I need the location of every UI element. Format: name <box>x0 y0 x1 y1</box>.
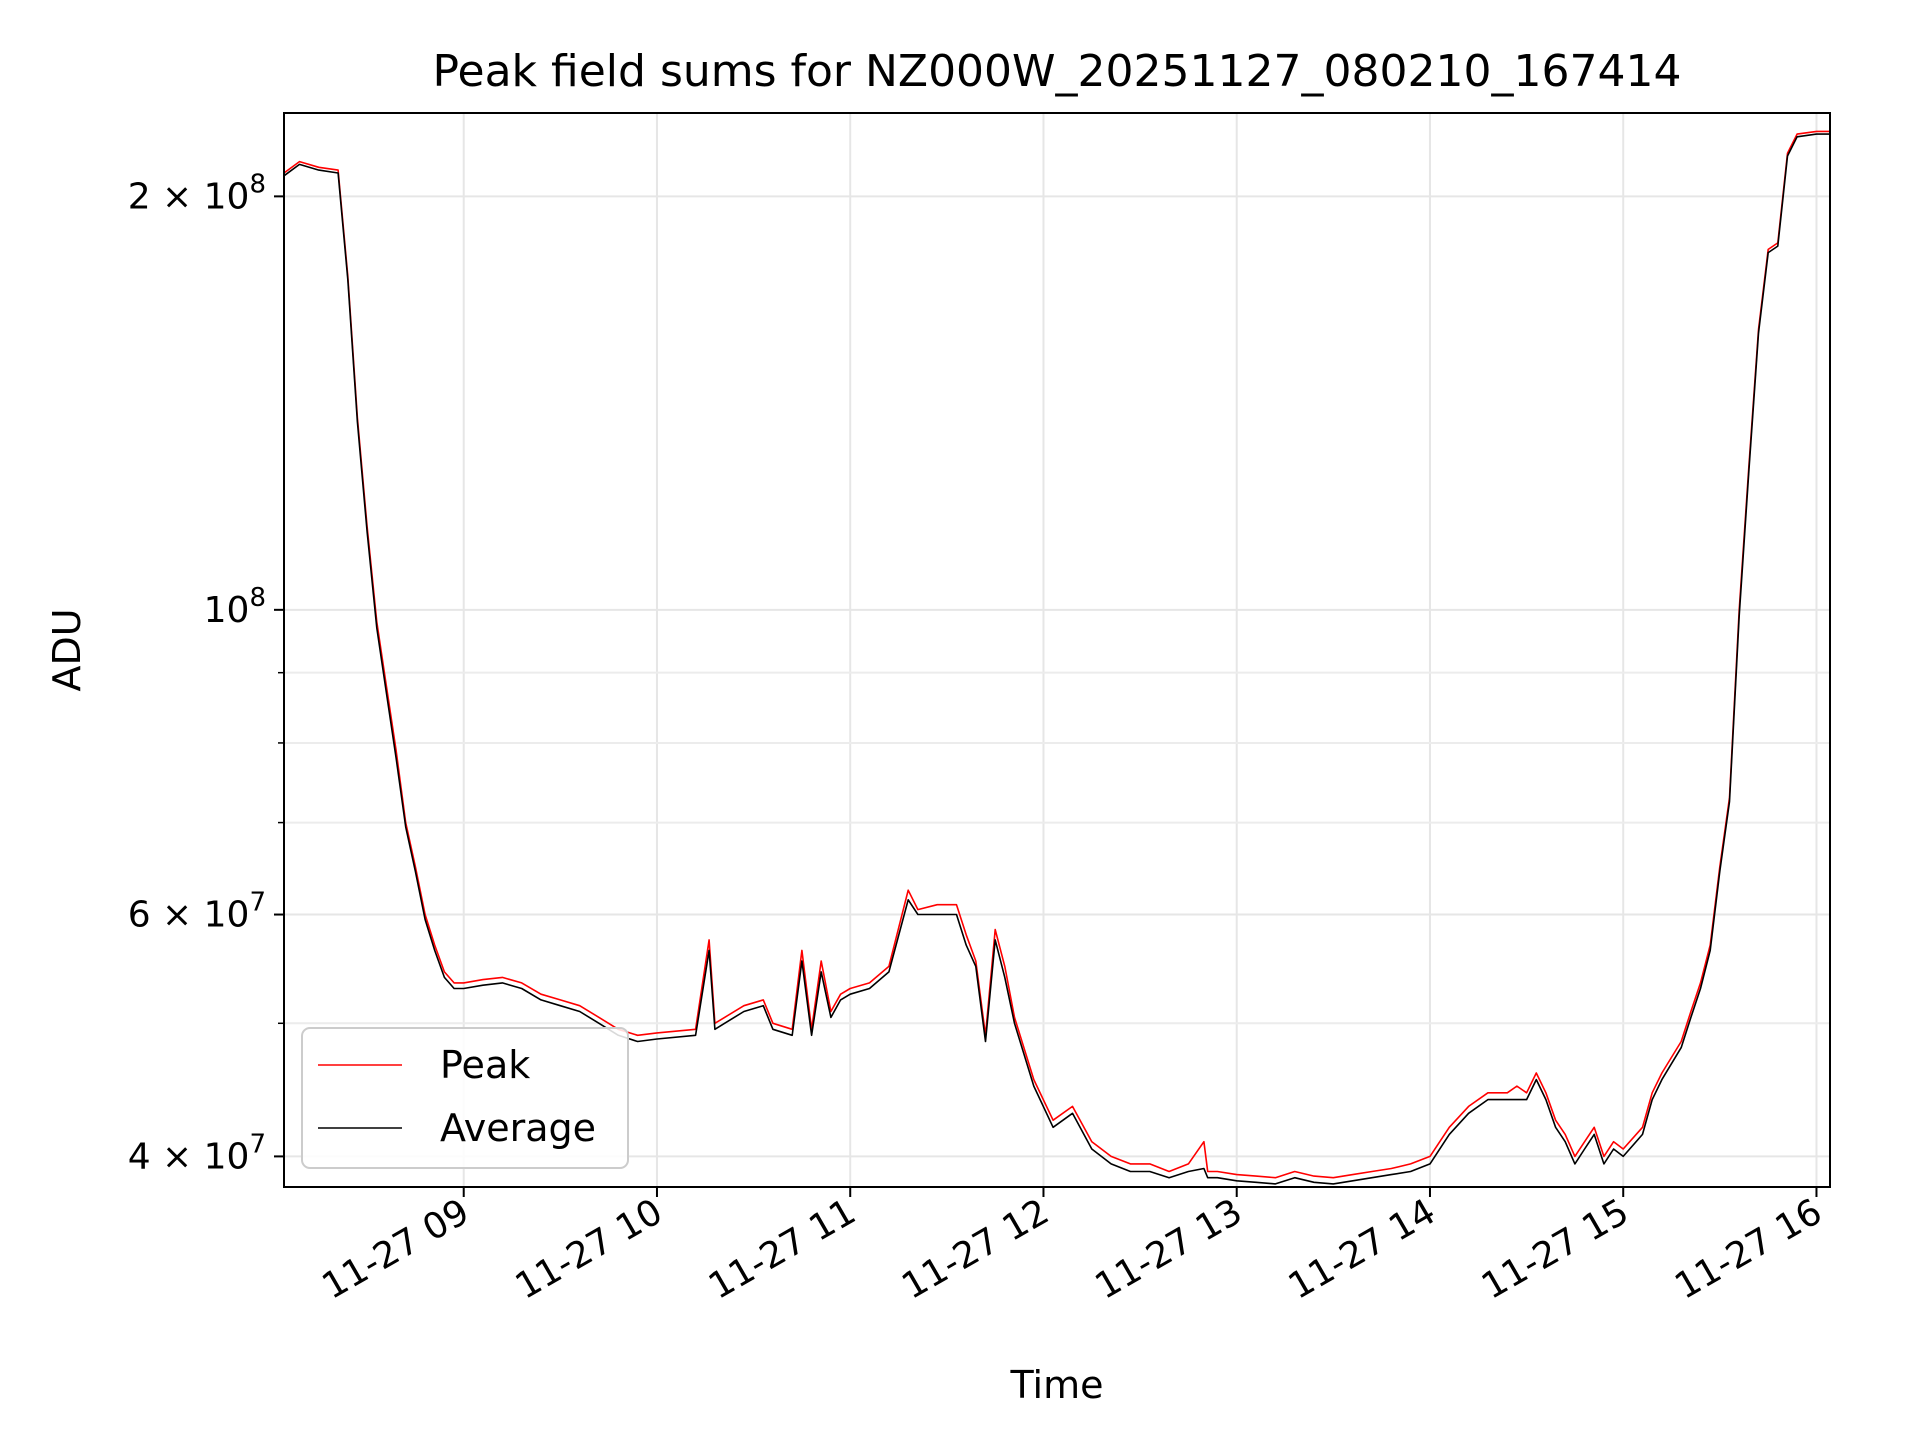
y-tick-label: 2 × 108 <box>128 169 266 217</box>
series-layer <box>284 130 1830 1185</box>
legend-label-average: Average <box>440 1106 596 1150</box>
x-axis-label: Time <box>1010 1363 1104 1407</box>
legend-box <box>301 1027 629 1169</box>
legend: Peak Average <box>301 1027 629 1169</box>
y-axis: 4 × 107 6 × 107 108 2 × 108 <box>128 169 284 1177</box>
y-tick-label: 108 <box>204 583 266 631</box>
y-axis-label: ADU <box>45 608 89 691</box>
y-tick-label: 4 × 107 <box>128 1129 266 1177</box>
series-line-average <box>284 133 1830 1185</box>
chart-title: Peak field sums for NZ000W_20251127_0802… <box>433 46 1682 97</box>
y-tick-label: 6 × 107 <box>128 888 266 936</box>
legend-label-peak: Peak <box>440 1043 530 1087</box>
series-line-peak <box>284 130 1830 1179</box>
plot-frame <box>283 112 1831 1188</box>
